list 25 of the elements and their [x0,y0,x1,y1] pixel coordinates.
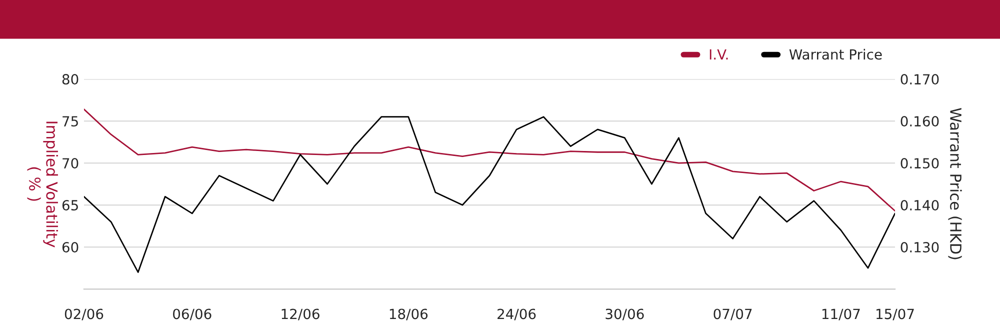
x-tick-label: 30/06 [606,308,644,320]
y-tick-label: 70 [62,158,78,169]
y2-tick-label: 0.140 [900,200,939,210]
x-tick-label: 02/06 [64,308,104,320]
x-tick-label: 18/06 [390,308,428,320]
y2-tick-label: 0.150 [900,158,939,169]
x-tick-label: 07/07 [714,308,752,320]
legend-label: I.V. [710,49,728,60]
legend-label: Warrant Price [789,48,882,60]
y-axis-title: Implied Volatility ( % ) [27,122,58,248]
x-tick-label: 06/06 [173,308,212,320]
y2-axis-title: Warrant Price (HKD) [948,108,962,260]
line-series [84,108,895,212]
y2-tick-label: 0.130 [900,242,939,252]
y-tick-label: 60 [62,242,78,252]
y-tick-label: 75 [62,116,78,127]
x-tick-label: 15/07 [876,308,914,320]
line-series [84,116,895,273]
y2-tick-label: 0.160 [900,116,939,127]
y-tick-label: 80 [62,74,78,85]
y-tick-label: 65 [62,200,78,210]
x-tick-label: 12/06 [282,308,320,320]
y2-tick-label: 0.170 [900,74,939,85]
x-tick-label: 24/06 [498,308,536,320]
x-tick-label: 11/07 [822,308,860,320]
